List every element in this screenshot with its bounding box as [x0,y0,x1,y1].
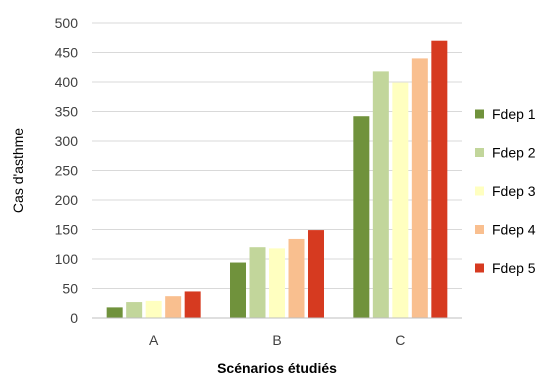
bars [106,40,448,319]
y-tick-label: 250 [55,163,79,179]
y-tick-label: 150 [55,222,79,238]
bar-fdep-4-c [411,58,428,319]
y-tick-label: 200 [55,192,79,208]
y-tick-label: 100 [55,251,79,267]
legend-swatch [475,225,484,234]
legend-label: Fdep 2 [492,145,536,161]
y-tick-label: 450 [55,45,79,61]
bar-fdep-4-a [165,296,182,318]
legend-label: Fdep 3 [492,183,536,199]
legend-swatch [475,109,484,119]
bar-fdep-5-c [431,40,448,318]
x-axis-ticks: A B C [149,332,405,348]
bar-fdep-5-a [184,291,201,318]
bar-fdep-1-c [353,116,370,318]
legend-label: Fdep 1 [492,106,536,122]
bar-fdep-2-b [249,247,266,318]
legend: Fdep 1 Fdep 2 Fdep 3 Fdep 4 Fdep 5 [475,106,536,276]
y-tick-label: 50 [62,281,78,297]
y-axis-title: Cas d'asthme [10,128,26,213]
bar-fdep-5-b [308,230,324,318]
bar-fdep-2-a [126,302,143,318]
legend-label: Fdep 4 [492,222,536,238]
legend-label: Fdep 5 [492,260,536,276]
legend-swatch [475,186,484,196]
y-tick-label: 0 [70,310,78,326]
bar-fdep-3-b [269,248,285,318]
bar-fdep-1-b [230,262,246,318]
x-tick-label: C [395,332,405,348]
y-tick-label: 400 [55,74,79,90]
y-tick-label: 350 [55,104,79,120]
x-tick-label: A [149,332,159,348]
bar-fdep-3-a [145,300,162,318]
bar-fdep-1-a [106,307,123,318]
x-axis-title: Scénarios étudiés [217,360,337,376]
y-axis-ticks: 0 50 100 150 200 250 300 350 400 450 500 [55,15,79,326]
bar-fdep-2-c [372,71,389,318]
y-tick-label: 300 [55,133,79,149]
gridlines [92,22,462,289]
y-tick-label: 500 [55,15,79,31]
bar-fdep-3-c [392,82,409,318]
legend-swatch [475,148,484,157]
legend-swatch [475,263,484,273]
bar-fdep-4-b [288,238,305,318]
x-tick-label: B [272,332,281,348]
